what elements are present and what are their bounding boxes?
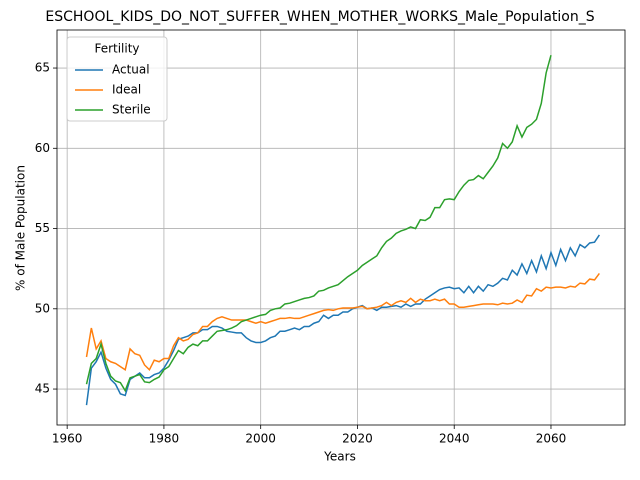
chart-title: ESCHOOL_KIDS_DO_NOT_SUFFER_WHEN_MOTHER_W… [45,9,594,25]
series-line [85,273,600,372]
legend: Fertility Actual Ideal Sterile [66,36,168,122]
plot-lines [85,55,600,406]
x-tick-label: 2020 [342,432,373,446]
x-tick-label: 2000 [245,432,276,446]
legend-title: Fertility [94,42,139,56]
y-axis-label: % of Male Population [14,165,28,291]
plot-frame [56,29,626,426]
legend-box [66,36,168,122]
x-tick-label: 2060 [536,432,567,446]
y-tick-label: 65 [35,61,50,75]
legend-label: Ideal [112,83,141,97]
legend-label: Actual [112,63,150,77]
series-line [85,234,600,406]
x-tick-label: 2040 [439,432,470,446]
y-tick-label: 60 [35,141,50,155]
x-tick-label: 1980 [149,432,180,446]
y-tick-label: 45 [35,382,50,396]
y-tick-label: 55 [35,221,50,235]
x-axis-label: Years [323,450,356,464]
x-tick-label: 1960 [52,432,83,446]
y-tick-label: 50 [35,301,50,315]
series-line [85,55,552,393]
legend-label: Sterile [112,103,151,117]
